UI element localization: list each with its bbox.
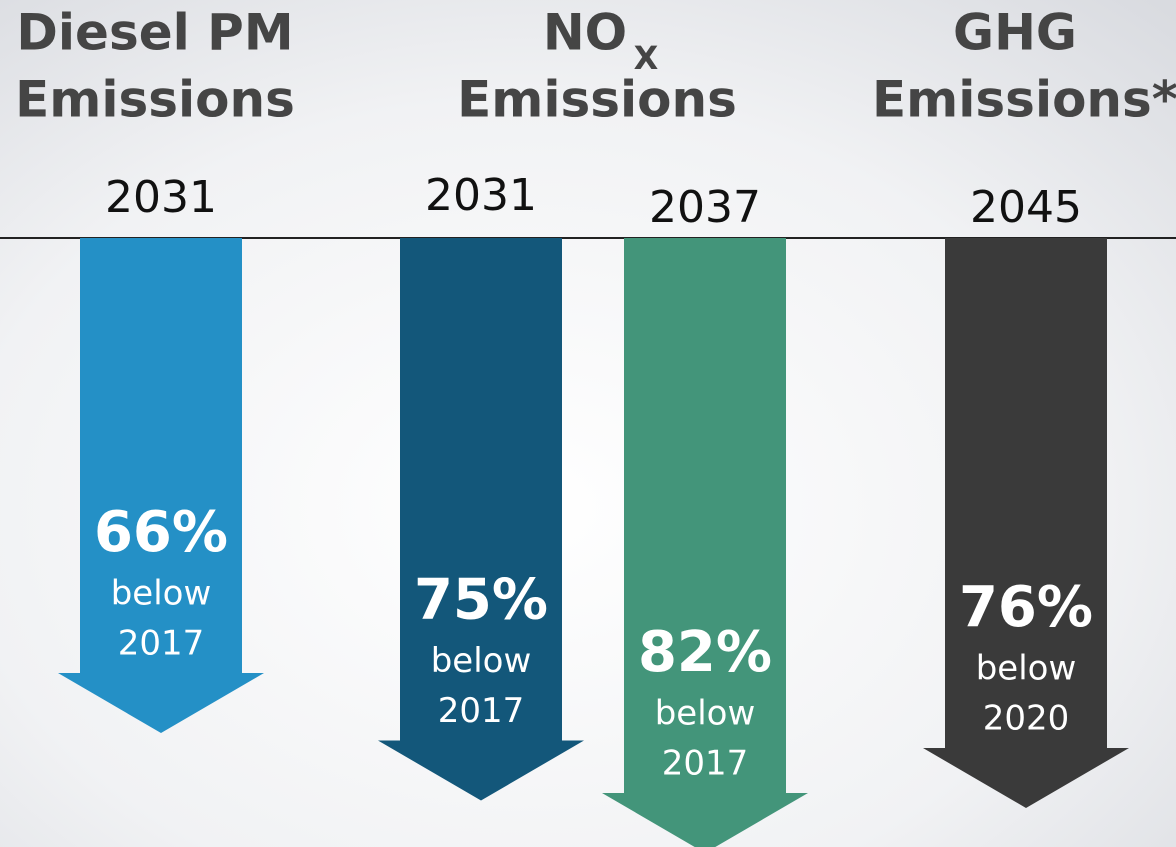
- note: below: [655, 694, 756, 734]
- note: below: [976, 649, 1077, 689]
- baseline-year: 2020: [983, 699, 1070, 739]
- value-label: 76%: [959, 575, 1093, 640]
- group-title: Emissions*: [872, 71, 1176, 129]
- baseline-year: 2017: [438, 691, 525, 731]
- group-title: Emissions: [15, 71, 295, 129]
- group-subscript: X: [634, 39, 659, 77]
- value-label: 66%: [94, 500, 228, 565]
- group-title: Emissions: [457, 71, 737, 129]
- group-title: Diesel PM: [16, 4, 293, 62]
- target-year: 2037: [649, 182, 761, 233]
- target-year: 2045: [970, 182, 1082, 233]
- baseline-year: 2017: [662, 744, 749, 784]
- target-year: 2031: [105, 172, 217, 223]
- note: below: [111, 574, 212, 614]
- value-label: 82%: [638, 620, 772, 685]
- arrow: [378, 238, 584, 801]
- group-title: NO: [543, 4, 627, 62]
- target-year: 2031: [425, 170, 537, 221]
- note: below: [431, 641, 532, 681]
- arrow: [602, 238, 808, 847]
- group-title: GHG: [953, 4, 1077, 62]
- arrow: [58, 238, 264, 733]
- baseline-year: 2017: [118, 624, 205, 664]
- value-label: 75%: [414, 568, 548, 633]
- arrow: [923, 238, 1129, 808]
